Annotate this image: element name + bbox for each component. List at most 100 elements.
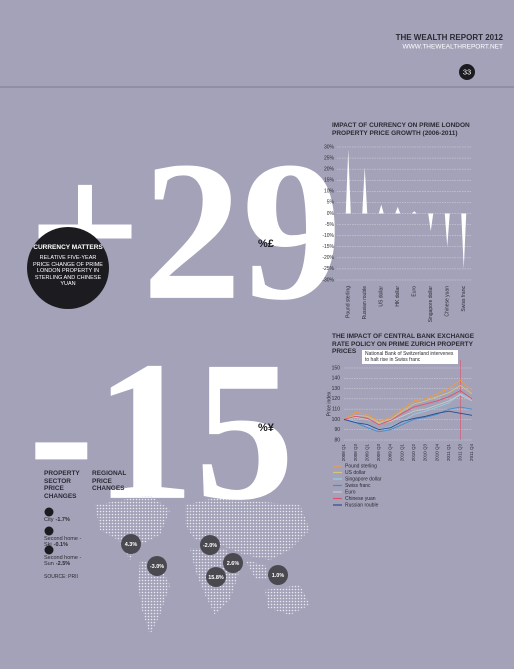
badge-text: RELATIVE FIVE-YEAR PRICE CHANGE OF PRIME… (33, 255, 103, 287)
region-change: -3.0% (150, 564, 164, 570)
x-tick-label: 2011 Q3 (458, 444, 463, 461)
sector-change: -2.5% (55, 561, 71, 567)
y-tick-label: 140 (332, 376, 341, 382)
y-tick-label: -5% (325, 222, 334, 228)
legend-label: Russian rouble (345, 502, 379, 508)
series-line (343, 390, 473, 426)
x-tick-label: 2009 Q4 (388, 444, 393, 462)
sector-change: -0.1% (53, 542, 69, 548)
legend-label: Euro (345, 489, 356, 495)
sector-label: Second home - Ski (44, 536, 82, 548)
sector-list: City -1.7% Second home - Ski -0.1% Second ho… (44, 517, 94, 574)
y-tick-label: 110 (332, 406, 340, 412)
y-tick-label: 150 (332, 365, 341, 371)
y-tick-label: 15% (324, 178, 335, 184)
region-bubble (147, 556, 167, 576)
x-tick-label: 2009 Q1 (364, 444, 369, 462)
page-number: 33 (463, 67, 471, 76)
y-tick-label: 100 (332, 417, 341, 423)
region-change: 2.6% (227, 561, 240, 567)
series-line (343, 393, 473, 431)
x-tick-label: Euro (412, 286, 418, 297)
sector-change: -1.7% (55, 517, 70, 523)
x-tick-label: 2010 Q1 (399, 444, 404, 462)
report-url: WWW.THEWEALTHREPORT.NET (402, 44, 503, 51)
sector-label: Second home - Sun (44, 555, 82, 567)
legend-label: Chinese yuan (345, 496, 376, 502)
x-tick-label: 2010 Q3 (423, 444, 428, 462)
bar (378, 204, 384, 214)
region-bubble (121, 534, 141, 554)
series-line (343, 394, 473, 425)
sector-item: City -1.7% (44, 517, 94, 536)
bar (461, 213, 467, 269)
legend-label: Pound sterling (345, 463, 377, 469)
sector-label: City (44, 517, 54, 523)
y-tick-label: 5% (327, 200, 335, 206)
bar (428, 213, 434, 232)
sector-item: Second home - Ski -0.1% (44, 536, 94, 555)
region-change: -2.0% (203, 543, 217, 549)
y-tick-label: 80 (334, 437, 340, 443)
y-tick-label: -20% (322, 255, 334, 261)
region-bubble (200, 535, 220, 555)
annotation: National Bank of Switzerland intervenes … (362, 350, 458, 364)
y-tick-label: 20% (324, 166, 335, 172)
x-tick-label: Swiss franc (461, 286, 467, 312)
region-change: 15.8% (208, 575, 224, 581)
x-tick-label: Pound sterling (346, 286, 352, 318)
x-tick-label: 2011 Q1 (446, 444, 451, 461)
headline-unit: %£ (258, 238, 274, 250)
y-tick-label: -30% (322, 277, 334, 283)
y-tick-label: -10% (322, 233, 334, 239)
regional-title: REGIONAL PRICE CHANGES (92, 470, 127, 492)
x-tick-label: 2010 Q2 (411, 444, 416, 462)
sector-item: Second home - Sun -2.5% (44, 555, 94, 574)
series-line (343, 384, 473, 423)
line-chart-title: THE IMPACT OF CENTRAL BANK EXCHANGE RATE… (332, 333, 475, 355)
y-tick-label: -15% (322, 244, 334, 250)
page-badge (459, 64, 475, 80)
legend-label: Singapore dollar (345, 476, 382, 482)
y-tick-label: 120 (332, 396, 341, 402)
bar (395, 206, 401, 214)
y-axis-label: Price index (326, 391, 332, 416)
y-tick-label: -25% (322, 266, 334, 272)
y-tick-label: 25% (324, 155, 335, 161)
bar-chart-title: IMPACT OF CURRENCY ON PRIME LONDON PROPE… (332, 122, 470, 137)
y-tick-label: 10% (324, 189, 335, 195)
region-bubble (223, 553, 243, 573)
series-line (343, 406, 473, 433)
x-tick-label: HK dollar (395, 286, 401, 307)
x-tick-label: Russian rouble (362, 286, 368, 320)
x-tick-label: Chinese yuan (445, 286, 451, 317)
bar (444, 213, 450, 247)
region-bubble (206, 567, 226, 587)
report-title: THE WEALTH REPORT 2012 (396, 33, 504, 42)
x-tick-label: US dollar (379, 286, 385, 307)
legend-label: Swiss franc (345, 483, 371, 489)
badge-circle (27, 227, 109, 309)
sector-title: PROPERTY SECTOR PRICE CHANGES (44, 470, 80, 500)
x-tick-label: 2010 Q4 (434, 444, 439, 462)
region-bubble (268, 565, 288, 585)
x-tick-label: 2008 Q1 (341, 444, 346, 462)
source: SOURCE: PRII (44, 574, 78, 580)
legend-label: US dollar (345, 470, 366, 476)
region-change: 4.3% (125, 542, 138, 548)
y-tick-label: 30% (324, 144, 335, 150)
series-line (343, 379, 473, 422)
world-map (95, 495, 310, 635)
headline-unit: %¥ (258, 422, 275, 434)
x-tick-label: 2009 Q3 (376, 444, 381, 462)
x-tick-label: Singapore dollar (428, 286, 434, 323)
y-tick-label: 90 (334, 427, 340, 433)
series-line (343, 410, 473, 431)
y-tick-label: 0% (327, 211, 335, 217)
badge: CURRENCY MATTERS RELATIVE FIVE-YEAR PRIC… (33, 244, 103, 288)
bar (411, 211, 417, 214)
bar (345, 149, 351, 214)
x-tick-label: 2008 Q3 (353, 444, 358, 462)
region-change: 1.0% (272, 573, 285, 579)
